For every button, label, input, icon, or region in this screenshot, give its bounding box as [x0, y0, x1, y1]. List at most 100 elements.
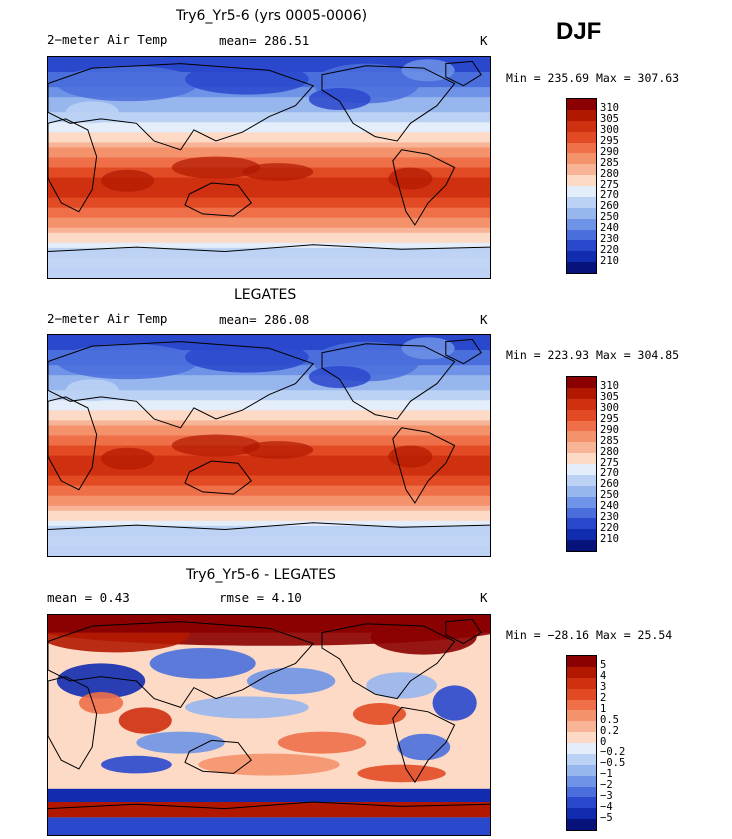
colorbar-tick-label: 305 [600, 391, 619, 404]
difference-patch [397, 733, 451, 761]
colorbar-box [567, 529, 596, 541]
field-band [48, 147, 490, 154]
colorbar-tick-label: 260 [600, 478, 619, 491]
panel3-title: Try6_Yr5-6 - LEGATES [186, 567, 336, 583]
panel2-colorbar [566, 376, 597, 552]
coastline [48, 63, 315, 151]
colorbar-box [567, 120, 596, 132]
difference-patch [352, 703, 407, 725]
field-band [48, 390, 490, 397]
colorbar-tick-label: 230 [600, 510, 619, 523]
difference-patch [357, 764, 446, 783]
field-band [48, 107, 490, 114]
colorbar-tick-label: 250 [600, 211, 619, 224]
colorbar-tick-label: 230 [600, 232, 619, 245]
colorbar-box [567, 409, 596, 421]
colorbar-box [567, 387, 596, 399]
panel2-map [47, 334, 491, 557]
colorbar-box [567, 109, 596, 121]
colorbar-tick-label: −1 [600, 768, 613, 781]
panel1-map [47, 56, 491, 279]
colorbar-tick-label: 295 [600, 135, 619, 147]
cold-region [56, 65, 199, 102]
colorbar-tick-label: 220 [600, 521, 619, 534]
field-band [48, 57, 490, 64]
difference-patch [56, 663, 146, 699]
field-band [48, 385, 490, 392]
panel2-variable-label: 2−meter Air Temp [47, 311, 168, 326]
colorbar-box [567, 786, 596, 798]
field-band [48, 232, 490, 239]
field-band [48, 410, 490, 417]
field-band [48, 247, 490, 254]
colorbar-box [567, 775, 596, 787]
field-band [48, 525, 490, 532]
field-band [48, 420, 490, 427]
colorbar-tick-label: 0 [600, 735, 607, 748]
coastline [184, 182, 252, 217]
field-band [48, 465, 490, 472]
colorbar-box [567, 142, 596, 154]
warm-region [242, 163, 314, 181]
field-band [48, 500, 490, 507]
colorbar-tick-label: 2 [600, 692, 607, 704]
colorbar-box [567, 797, 596, 809]
colorbar-box [567, 131, 596, 143]
colorbar-box [567, 485, 596, 497]
field-band [48, 202, 490, 209]
colorbar-tick-label: 5 [600, 659, 607, 672]
field-band [48, 505, 490, 512]
difference-patch [136, 731, 225, 754]
coastline [445, 338, 482, 365]
colorbar-box [567, 656, 596, 667]
panel1-unit-label: K [480, 33, 488, 48]
colorbar-tick-label: 285 [600, 156, 619, 169]
field-band [48, 127, 490, 134]
field-band [48, 97, 490, 104]
colorbar-box [567, 464, 596, 475]
field-band [48, 152, 490, 159]
field-band [48, 430, 490, 437]
field-band [48, 520, 490, 527]
colorbar-tick-label: 210 [600, 532, 619, 545]
field-band [48, 132, 490, 139]
field-band [48, 370, 490, 377]
warm-region [242, 441, 314, 459]
field-band [48, 177, 490, 184]
colorbar-tick-label: −3 [600, 789, 613, 802]
field-band [48, 490, 490, 497]
colorbar-tick-label: 280 [600, 445, 619, 458]
warm-region [171, 434, 261, 457]
field-band [48, 102, 490, 109]
colorbar-box [567, 474, 596, 486]
colorbar-tick-label: −4 [600, 800, 613, 813]
field-band [48, 405, 490, 412]
colorbar-tick-label: 310 [600, 380, 619, 393]
colorbar-box [567, 251, 596, 263]
field-band [48, 112, 490, 119]
coastline [321, 65, 456, 142]
panel2-minmax: Min = 223.93 Max = 304.85 [506, 348, 680, 362]
colorbar-box [567, 666, 596, 678]
colorbar-tick-label: 1 [600, 702, 607, 715]
southern-cold-band [48, 788, 490, 802]
colorbar-tick-label: −5 [600, 811, 613, 824]
coastline [392, 149, 456, 226]
panel3-map-svg [48, 615, 490, 835]
colorbar-box [567, 196, 596, 208]
coastline [184, 739, 253, 774]
field-band [48, 435, 490, 442]
cold-region [308, 87, 371, 111]
coastline [445, 618, 482, 645]
colorbar-tick-label: 240 [600, 222, 619, 234]
field-band [48, 380, 490, 387]
coastline [392, 427, 456, 504]
warm-region [388, 167, 433, 190]
antarctic-cold-band [48, 817, 490, 835]
field-band [48, 335, 490, 342]
coastline [48, 621, 315, 708]
colorbar-tick-label: 285 [600, 434, 619, 447]
colorbar-box [567, 677, 596, 689]
panel1-minmax: Min = 235.69 Max = 307.63 [506, 71, 680, 85]
colorbar-box [567, 518, 596, 530]
